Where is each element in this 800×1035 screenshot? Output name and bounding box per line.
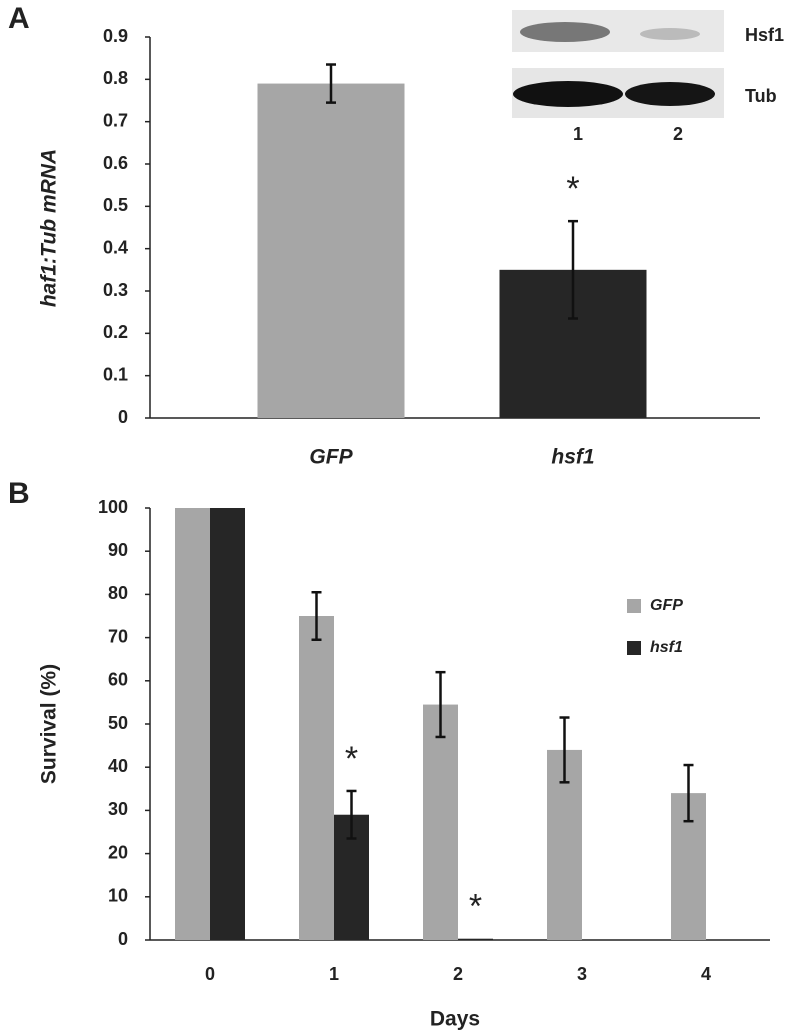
y-tick-label: 0.7 [103, 110, 128, 130]
blot-label: Hsf1 [745, 25, 784, 45]
y-tick-label: 60 [108, 670, 128, 690]
panel-label: A [8, 2, 30, 35]
panel-label: B [8, 477, 30, 510]
y-tick-label: 90 [108, 540, 128, 560]
y-axis-title: Survival (%) [38, 664, 61, 784]
blot-band [640, 28, 700, 40]
bar [458, 938, 493, 940]
bar [175, 508, 210, 940]
x-tick-label: GFP [309, 446, 353, 469]
y-tick-label: 100 [98, 497, 128, 517]
y-tick-label: 0.5 [103, 195, 128, 215]
bar [257, 83, 405, 419]
x-tick-label: 1 [329, 964, 339, 984]
legend-swatch [627, 641, 641, 655]
western-blot: Hsf1 Tub 1 2 [512, 10, 784, 144]
blot-band [520, 22, 610, 42]
y-tick-label: 0.4 [103, 237, 128, 257]
bar [210, 508, 245, 940]
legend-label: hsf1 [650, 639, 683, 656]
bar [423, 704, 458, 940]
x-tick-label: 2 [453, 964, 463, 984]
annotation: * [345, 740, 358, 778]
y-tick-label: 10 [108, 886, 128, 906]
y-tick-label: 0.9 [103, 26, 128, 46]
blot-label: Tub [745, 86, 777, 106]
y-tick-label: 20 [108, 842, 128, 862]
y-tick-label: 70 [108, 626, 128, 646]
annotation: * [566, 170, 579, 208]
x-axis-title: Days [430, 1008, 480, 1031]
y-axis-title: haf1:Tub mRNA [38, 149, 61, 307]
legend-label: GFP [650, 597, 683, 614]
x-tick-label: 3 [577, 964, 587, 984]
y-tick-label: 50 [108, 713, 128, 733]
y-tick-label: 0.1 [103, 364, 128, 384]
y-tick-label: 0.6 [103, 153, 128, 173]
y-tick-label: 0.3 [103, 280, 128, 300]
blot-band [625, 82, 715, 106]
y-tick-label: 80 [108, 583, 128, 603]
x-tick-label: 0 [205, 964, 215, 984]
blot-band [513, 81, 623, 107]
x-tick-label: 4 [701, 964, 711, 984]
y-tick-label: 0.2 [103, 322, 128, 342]
legend-swatch [627, 599, 641, 613]
y-tick-label: 0.8 [103, 68, 128, 88]
annotation: * [469, 888, 482, 926]
bar [299, 616, 334, 940]
y-tick-label: 30 [108, 799, 128, 819]
lane-label: 2 [673, 124, 683, 144]
y-tick-label: 0 [118, 407, 128, 427]
y-tick-label: 0 [118, 929, 128, 949]
lane-label: 1 [573, 124, 583, 144]
y-tick-label: 40 [108, 756, 128, 776]
x-tick-label: hsf1 [551, 446, 594, 469]
